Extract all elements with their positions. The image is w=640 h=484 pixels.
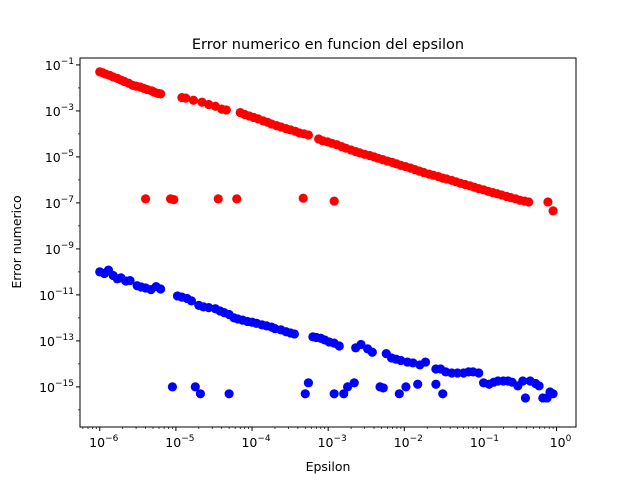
data-point bbox=[195, 389, 206, 399]
y-tick-label: 10−9 bbox=[45, 241, 74, 257]
data-point bbox=[232, 194, 242, 204]
data-point bbox=[474, 368, 484, 378]
data-point bbox=[190, 382, 200, 392]
data-point bbox=[524, 197, 534, 207]
data-point bbox=[303, 130, 313, 140]
y-tick-label: 10−3 bbox=[45, 103, 74, 119]
data-point bbox=[303, 378, 313, 388]
data-point bbox=[167, 382, 178, 392]
data-point bbox=[186, 296, 197, 306]
x-axis-label: Epsilon bbox=[306, 459, 351, 474]
data-point bbox=[224, 389, 234, 399]
data-point bbox=[156, 284, 166, 294]
series-0 bbox=[95, 67, 558, 216]
data-point bbox=[169, 194, 179, 205]
series-1 bbox=[95, 265, 558, 403]
data-point bbox=[518, 376, 528, 386]
data-point bbox=[420, 357, 431, 367]
x-tick-label: 10−6 bbox=[89, 434, 118, 450]
data-point bbox=[156, 89, 166, 99]
y-tick-label: 10−7 bbox=[45, 195, 74, 211]
x-tick-label: 10−5 bbox=[165, 434, 194, 450]
x-tick-label: 10−1 bbox=[470, 434, 499, 450]
y-axis-ticks: 10−15 10−13 10−11 10−9 10−7 10−5 10−3 10−1 bbox=[39, 57, 80, 411]
x-tick-label: 10−3 bbox=[318, 434, 347, 450]
data-point bbox=[401, 382, 411, 392]
data-point bbox=[438, 389, 448, 399]
data-point bbox=[329, 389, 339, 399]
data-point bbox=[141, 194, 151, 204]
y-tick-label: 10−15 bbox=[39, 379, 74, 395]
data-point bbox=[300, 389, 310, 399]
data-point bbox=[343, 382, 353, 392]
data-point bbox=[221, 105, 231, 115]
data-point bbox=[213, 194, 223, 204]
chart-title: Error numerico en funcion del epsilon bbox=[192, 37, 464, 53]
data-point bbox=[413, 379, 423, 389]
data-point bbox=[431, 379, 441, 389]
data-point bbox=[548, 206, 558, 216]
data-point bbox=[188, 95, 199, 105]
x-axis-ticks: 10−6 10−5 10−4 10−3 10−2 10−1 100 bbox=[82, 427, 572, 450]
x-tick-label: 100 bbox=[550, 434, 572, 450]
data-point bbox=[367, 347, 377, 357]
data-point bbox=[534, 381, 544, 391]
y-tick-label: 10−13 bbox=[39, 333, 74, 349]
x-tick-label: 10−2 bbox=[394, 434, 423, 450]
data-point bbox=[298, 193, 308, 203]
data-point bbox=[334, 341, 344, 351]
data-point bbox=[125, 275, 135, 286]
points-layer bbox=[95, 67, 558, 403]
data-point bbox=[356, 339, 366, 350]
data-point bbox=[349, 378, 359, 388]
data-point bbox=[181, 93, 191, 103]
data-point bbox=[339, 389, 349, 399]
y-tick-label: 10−5 bbox=[45, 149, 74, 165]
data-point bbox=[548, 389, 558, 399]
y-tick-label: 10−11 bbox=[39, 287, 74, 303]
y-tick-label: 10−1 bbox=[45, 57, 74, 73]
data-point bbox=[378, 383, 388, 393]
data-point bbox=[289, 329, 299, 339]
data-point bbox=[394, 389, 404, 399]
data-point bbox=[543, 197, 553, 207]
x-tick-label: 10−4 bbox=[241, 434, 270, 450]
data-point bbox=[520, 393, 531, 403]
y-axis-label: Error numerico bbox=[9, 195, 24, 288]
data-point bbox=[329, 196, 339, 206]
